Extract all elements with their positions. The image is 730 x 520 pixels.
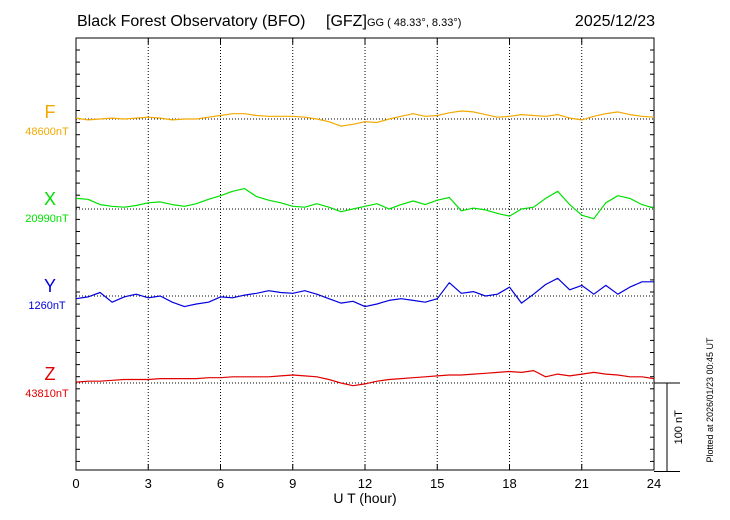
- baseline-label-F: 48600nT: [25, 126, 69, 138]
- traces: [75, 110, 655, 387]
- component-name-Z: Z: [45, 364, 56, 384]
- baseline-label-Y: 1260nT: [28, 300, 66, 312]
- x-tick-label: 9: [289, 476, 296, 491]
- x-tick-label: 12: [358, 476, 372, 491]
- scale-bar: 100 nT: [654, 382, 685, 472]
- institute-label: [GFZ]: [326, 13, 367, 30]
- trace-F: [75, 110, 655, 127]
- scale-bar-label: 100 nT: [673, 410, 685, 445]
- x-tick-label: 15: [430, 476, 444, 491]
- baseline-label-X: 20990nT: [25, 213, 69, 225]
- grid: [76, 38, 654, 470]
- x-tick-label: 3: [145, 476, 152, 491]
- x-axis-label: U T (hour): [333, 490, 396, 506]
- trace-Z: [75, 370, 655, 387]
- plotted-note: Plotted at 2026/01/23 00:45 UT: [705, 337, 715, 463]
- trace-Y: [75, 277, 654, 308]
- component-labels: F 48600nT X 20990nT Y 1260nT Z 43810nT: [25, 102, 69, 400]
- component-name-F: F: [45, 102, 56, 122]
- baselines: [76, 118, 654, 384]
- x-axis-ticks: 0 3 6 9 12 15 18 21 24: [72, 38, 661, 491]
- component-name-X: X: [44, 189, 56, 209]
- trace-X: [75, 188, 655, 220]
- date-label: 2025/12/23: [575, 13, 655, 30]
- coordinates-label: GG ( 48.33°, 8.33°): [367, 17, 461, 29]
- chart-title: Black Forest Observatory (BFO): [77, 13, 306, 30]
- component-name-Y: Y: [44, 276, 56, 296]
- baseline-label-Z: 43810nT: [25, 388, 69, 400]
- x-tick-label: 6: [217, 476, 224, 491]
- x-tick-label: 0: [72, 476, 79, 491]
- x-tick-label: 18: [502, 476, 516, 491]
- x-tick-label: 24: [647, 476, 661, 491]
- x-tick-label: 21: [575, 476, 589, 491]
